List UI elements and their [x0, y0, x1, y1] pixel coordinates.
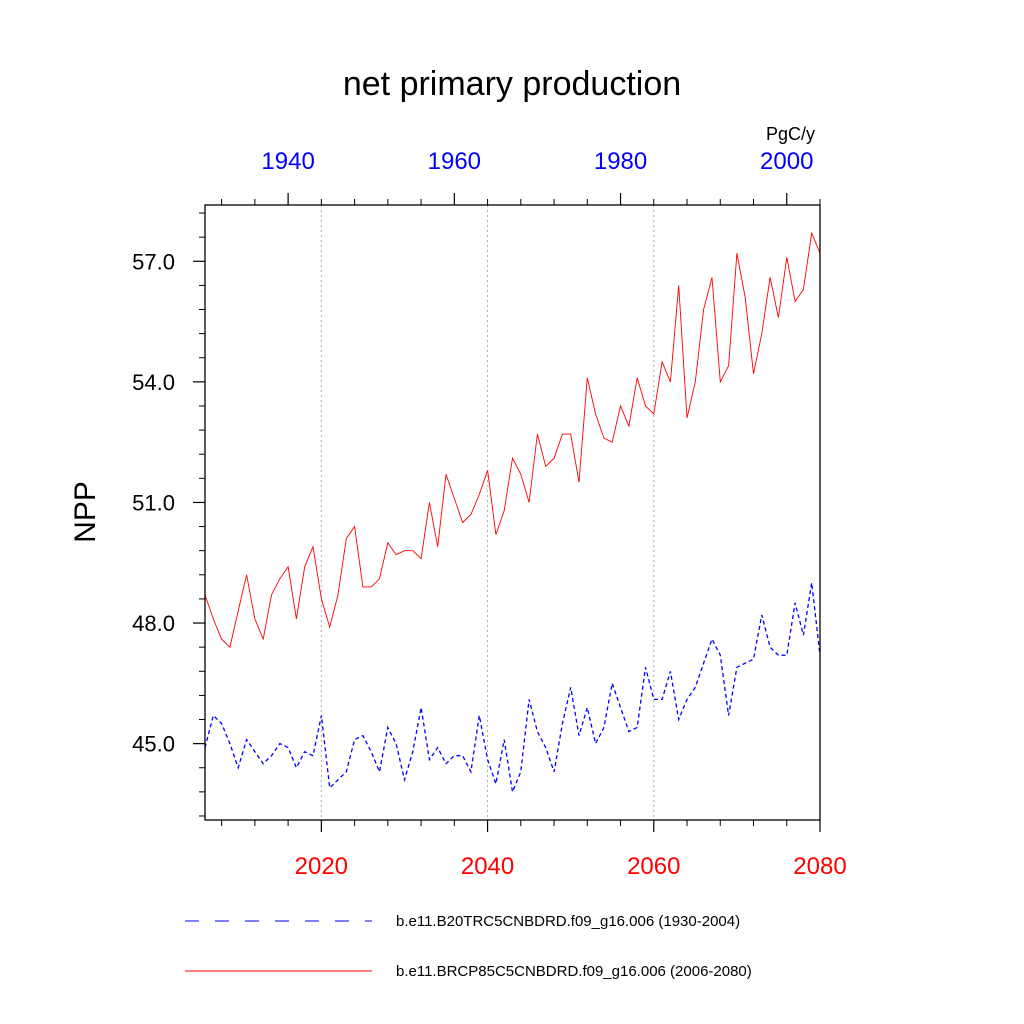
plot-frame	[204, 204, 821, 821]
y-axis-label: NPP	[69, 481, 102, 543]
legend-label-2: b.e11.BRCP85C5CNBDRD.f09_g16.006 (2006-2…	[396, 963, 752, 980]
bottom-tick-label: 2060	[627, 853, 680, 880]
y-tick-label: 54.0	[132, 370, 175, 395]
axis-ticks	[193, 193, 821, 832]
bottom-tick-label: 2040	[461, 853, 514, 880]
y-tick-label: 51.0	[132, 490, 175, 515]
bottom-tick-label: 2080	[793, 853, 846, 880]
top-tick-label: 1940	[261, 148, 314, 175]
top-tick-label: 2000	[760, 148, 813, 175]
bottom-tick-label: 2020	[295, 853, 348, 880]
series-lines	[204, 231, 821, 795]
series-line-1	[204, 582, 821, 795]
tick-labels: 2020 2040 2060 2080 1940 1960 1980 2000 45.0 48.0…	[132, 148, 847, 880]
top-tick-label: 1980	[594, 148, 647, 175]
chart-title: net primary production	[343, 65, 681, 103]
top-tick-label: 1960	[428, 148, 481, 175]
units-label: PgC/y	[766, 124, 815, 144]
legend-label-1: b.e11.B20TRC5CNBDRD.f09_g16.006 (1930-20…	[396, 913, 740, 930]
y-tick-label: 48.0	[132, 611, 175, 636]
y-tick-label: 45.0	[132, 732, 175, 757]
legend: b.e11.B20TRC5CNBDRD.f09_g16.006 (1930-20…	[185, 913, 752, 980]
y-tick-label: 57.0	[132, 249, 175, 274]
series-line-2	[204, 231, 821, 649]
